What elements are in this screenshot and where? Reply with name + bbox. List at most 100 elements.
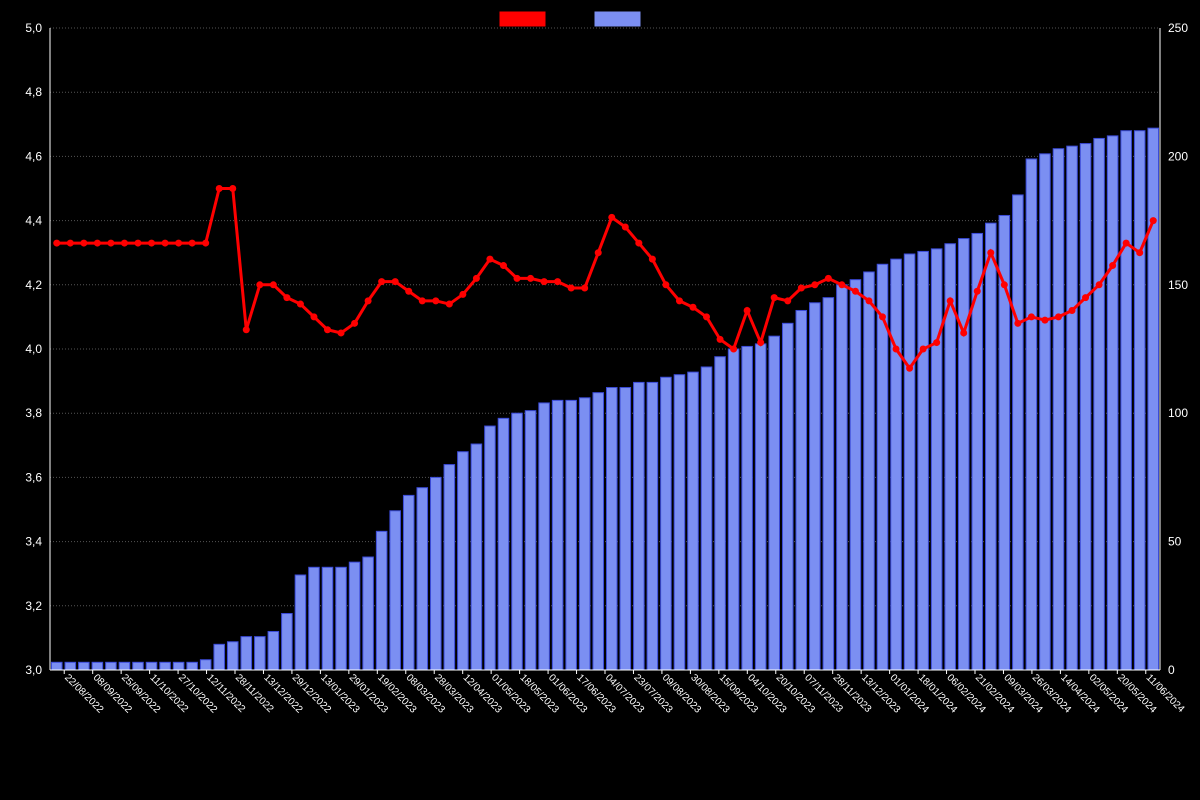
line-marker: [933, 339, 940, 346]
line-marker: [365, 297, 372, 304]
bar: [336, 567, 347, 670]
line-marker: [676, 297, 683, 304]
combo-chart: 3,03,23,43,63,84,04,24,44,64,85,00501001…: [0, 0, 1200, 800]
line-marker: [310, 313, 317, 320]
line-marker: [500, 262, 507, 269]
line-marker: [229, 185, 236, 192]
line-marker: [1014, 320, 1021, 327]
y-left-tick-label: 4,6: [25, 149, 42, 163]
bar: [661, 377, 672, 670]
line-marker: [1096, 281, 1103, 288]
line-marker: [1028, 313, 1035, 320]
bar: [512, 413, 523, 670]
legend-swatch: [500, 12, 545, 26]
bar: [458, 452, 469, 670]
line-marker: [608, 214, 615, 221]
line-marker: [324, 326, 331, 333]
line-marker: [392, 278, 399, 285]
bar: [160, 662, 171, 670]
bar: [51, 662, 62, 670]
bar: [715, 357, 726, 670]
bar: [376, 531, 387, 670]
bar: [65, 662, 76, 670]
line-marker: [121, 240, 128, 247]
bar: [850, 280, 861, 670]
line-marker: [67, 240, 74, 247]
bar: [634, 382, 645, 670]
bar: [282, 614, 293, 670]
bar: [769, 336, 780, 670]
line-marker: [107, 240, 114, 247]
line-marker: [243, 326, 250, 333]
bar: [1067, 146, 1078, 670]
line-marker: [432, 297, 439, 304]
line-marker: [297, 301, 304, 308]
line-marker: [53, 240, 60, 247]
bar: [579, 398, 590, 670]
line-marker: [80, 240, 87, 247]
line-marker: [798, 285, 805, 292]
line-marker: [568, 285, 575, 292]
bar: [92, 662, 103, 670]
bar: [471, 444, 482, 670]
bar: [1040, 154, 1051, 670]
y-left-tick-label: 3,6: [25, 470, 42, 484]
bar: [214, 644, 225, 670]
bar: [904, 254, 915, 670]
bar: [349, 562, 360, 670]
line-marker: [94, 240, 101, 247]
line-marker: [446, 301, 453, 308]
legend-swatch: [595, 12, 640, 26]
bar: [295, 575, 306, 670]
bar: [227, 642, 238, 670]
line-marker: [1082, 294, 1089, 301]
bar: [444, 465, 455, 670]
line-marker: [202, 240, 209, 247]
bar: [606, 388, 617, 670]
bar: [647, 382, 658, 670]
line-marker: [744, 307, 751, 314]
line-marker: [134, 240, 141, 247]
y-left-tick-label: 3,0: [25, 663, 42, 677]
bar: [620, 388, 631, 670]
line-marker: [1150, 217, 1157, 224]
bar: [1148, 128, 1159, 670]
line-marker: [378, 278, 385, 285]
y-left-tick-label: 4,2: [25, 278, 42, 292]
bar: [79, 662, 90, 670]
bar: [931, 249, 942, 670]
y-left-tick-label: 3,2: [25, 599, 42, 613]
line-marker: [1109, 262, 1116, 269]
bar: [363, 557, 374, 670]
bar: [796, 310, 807, 670]
bar: [485, 426, 496, 670]
bar: [958, 239, 969, 670]
line-marker: [256, 281, 263, 288]
line-marker: [771, 294, 778, 301]
bar: [1080, 144, 1091, 670]
bar: [566, 400, 577, 670]
line-marker: [1055, 313, 1062, 320]
bar: [742, 346, 753, 670]
bar: [146, 662, 157, 670]
line-marker: [635, 240, 642, 247]
chart-container: 3,03,23,43,63,84,04,24,44,64,85,00501001…: [0, 0, 1200, 800]
line-marker: [960, 329, 967, 336]
line-marker: [514, 275, 521, 282]
line-marker: [852, 288, 859, 295]
y-left-tick-label: 3,4: [25, 535, 42, 549]
bar: [255, 637, 266, 670]
line-marker: [703, 313, 710, 320]
bar: [986, 223, 997, 670]
line-marker: [879, 313, 886, 320]
bar: [864, 272, 875, 670]
bar: [322, 567, 333, 670]
bar: [674, 375, 685, 670]
line-marker: [717, 336, 724, 343]
line-marker: [148, 240, 155, 247]
bar: [688, 372, 699, 670]
bar: [593, 393, 604, 670]
line-marker: [486, 256, 493, 263]
y-right-tick-label: 100: [1168, 406, 1188, 420]
bar: [187, 662, 198, 670]
